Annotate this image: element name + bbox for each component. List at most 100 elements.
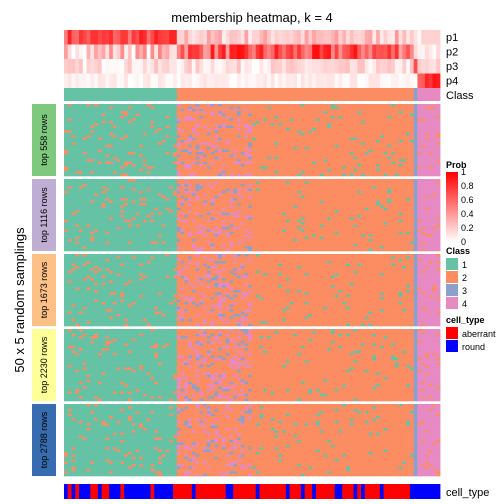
heatmap-cell <box>116 243 121 247</box>
prob-cell <box>173 30 178 45</box>
heatmap-cell <box>255 142 260 146</box>
heatmap-cell <box>413 137 418 141</box>
heatmap-cell <box>229 118 234 122</box>
heatmap-cell <box>210 171 215 174</box>
heatmap-cell <box>120 147 125 150</box>
heatmap-cell <box>270 164 275 167</box>
heatmap-cell <box>109 179 114 182</box>
heatmap-cell <box>210 222 215 225</box>
heatmap-cell <box>195 173 200 177</box>
prob-cell <box>199 30 204 45</box>
heatmap-cell <box>236 118 242 122</box>
heatmap-cell <box>127 132 133 136</box>
heatmap-cell <box>150 154 155 158</box>
heatmap-cell <box>233 125 238 129</box>
prob-cell <box>64 59 69 74</box>
heatmap-cell <box>161 140 166 143</box>
heatmap-cell <box>293 154 298 158</box>
heatmap-cell <box>199 137 204 141</box>
heatmap-cell <box>161 203 166 206</box>
heatmap-cell <box>180 241 185 245</box>
heatmap-cell <box>323 144 328 148</box>
heatmap-cell <box>90 186 95 189</box>
heatmap-cell <box>150 123 155 126</box>
heatmap-cell <box>180 159 185 162</box>
heatmap-cell <box>131 130 136 134</box>
heatmap-cell <box>109 128 114 131</box>
heatmap-cell <box>263 108 268 112</box>
heatmap-cell <box>173 236 178 240</box>
prob-cell <box>432 44 437 59</box>
heatmap-cell <box>255 159 260 162</box>
heatmap-cell <box>184 219 189 223</box>
heatmap-cell <box>225 154 230 158</box>
heatmap-cell <box>334 149 339 153</box>
heatmap-cell <box>308 128 313 131</box>
heatmap-cell <box>161 241 166 245</box>
heatmap-cell <box>406 147 411 150</box>
heatmap-cell <box>255 118 260 122</box>
heatmap-cell <box>409 104 415 107</box>
heatmap-cell <box>206 248 212 252</box>
heatmap-cell <box>353 137 358 141</box>
heatmap-cell <box>297 120 302 124</box>
heatmap-cell <box>191 193 196 197</box>
heatmap-cell <box>387 168 392 172</box>
heatmap-cell <box>146 243 151 247</box>
heatmap-cell <box>94 111 99 114</box>
heatmap-cell <box>398 120 403 124</box>
heatmap-cell <box>398 137 403 141</box>
heatmap-cell <box>293 113 298 117</box>
heatmap-cell <box>315 113 321 117</box>
heatmap-cell <box>165 219 170 223</box>
heatmap-cell <box>259 168 264 172</box>
heatmap-cell <box>372 140 377 143</box>
heatmap-cell <box>97 144 102 148</box>
heatmap-cell <box>394 120 400 124</box>
heatmap-cell <box>274 147 279 150</box>
heatmap-cell <box>71 137 76 141</box>
heatmap-cell <box>165 130 170 134</box>
heatmap-cell <box>357 132 362 136</box>
heatmap-cell <box>391 106 396 110</box>
prob-cell <box>120 30 125 45</box>
heatmap-cell <box>158 234 163 237</box>
heatmap-cell <box>364 135 369 138</box>
class-cell <box>364 88 369 101</box>
heatmap-cell <box>248 137 253 141</box>
heatmap-cell <box>131 200 136 204</box>
heatmap-cell <box>229 113 234 117</box>
heatmap-cell <box>417 164 422 167</box>
prob-cell <box>86 30 91 45</box>
heatmap-cell <box>131 142 136 146</box>
heatmap-cell <box>424 161 430 165</box>
heatmap-cell <box>236 154 242 158</box>
heatmap-cell <box>203 159 208 162</box>
heatmap-cell <box>79 181 84 185</box>
prob-cell <box>116 59 121 74</box>
heatmap-cell <box>304 106 309 110</box>
heatmap-cell <box>218 113 223 117</box>
heatmap-cell <box>206 108 212 112</box>
heatmap-cell <box>376 123 381 126</box>
heatmap-cell <box>165 106 170 110</box>
heatmap-cell <box>387 152 392 155</box>
heatmap-cell <box>308 135 313 138</box>
heatmap-cell <box>240 130 245 134</box>
prob-cell <box>191 59 196 74</box>
heatmap-cell <box>361 171 366 174</box>
heatmap-cell <box>105 207 110 211</box>
heatmap-cell <box>180 207 185 211</box>
heatmap-cell <box>101 241 106 245</box>
heatmap-cell <box>127 111 133 114</box>
heatmap-cell <box>203 219 208 223</box>
heatmap-cell <box>67 147 72 150</box>
prob-cell <box>252 30 257 45</box>
heatmap-cell <box>146 188 151 192</box>
heatmap-cell <box>169 120 174 124</box>
class-cell <box>391 88 396 101</box>
heatmap-cell <box>274 171 279 174</box>
heatmap-cell <box>282 142 287 146</box>
heatmap-cell <box>154 125 159 129</box>
heatmap-cell <box>105 152 110 155</box>
